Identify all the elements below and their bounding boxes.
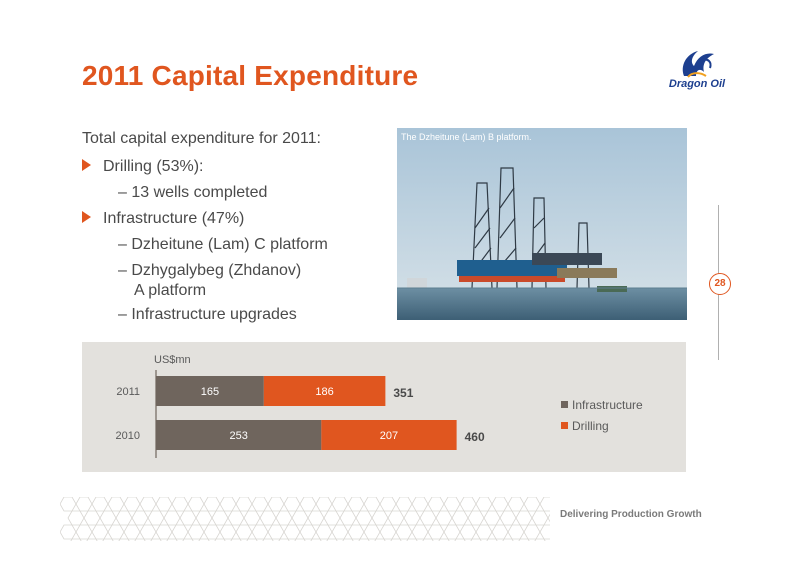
intro-text: Total capital expenditure for 2011: bbox=[82, 130, 321, 147]
bar-value-label: 207 bbox=[380, 430, 398, 442]
sub-bullet: – Dzheitune (Lam) C platform bbox=[118, 236, 328, 253]
bullet-drilling: Drilling (53%): bbox=[82, 158, 203, 176]
sub-bullet-continuation: A platform bbox=[134, 282, 207, 299]
logo-text: Dragon Oil bbox=[668, 78, 726, 90]
footer-tagline: Delivering Production Growth bbox=[560, 509, 702, 520]
sub-bullet: – Infrastructure upgrades bbox=[118, 306, 297, 323]
dragon-oil-logo: Dragon Oil bbox=[662, 46, 732, 94]
capex-chart: US$mn 2011 165 186 351 2010 253 207 460 Infrastru… bbox=[116, 354, 643, 458]
bar-value-label: 165 bbox=[201, 386, 219, 398]
bar-value-label: 186 bbox=[315, 386, 333, 398]
bar-drilling-2010 bbox=[321, 420, 457, 450]
bar-infrastructure-2010 bbox=[156, 420, 322, 450]
photo-caption: The Dzheitune (Lam) B platform. bbox=[401, 132, 532, 142]
bar-total-label: 460 bbox=[465, 430, 485, 444]
category-label: 2011 bbox=[116, 386, 140, 398]
sub-bullet: – 13 wells completed bbox=[118, 184, 268, 201]
chart-panel: US$mn 2011 165 186 351 2010 253 207 460 Infrastru… bbox=[82, 342, 686, 472]
page-number-badge: 28 bbox=[709, 273, 731, 295]
category-label: 2010 bbox=[116, 430, 140, 442]
bar-total-label: 351 bbox=[393, 386, 413, 400]
sub-bullet: – Dzhygalybeg (Zhdanov) bbox=[118, 262, 302, 279]
pattern-lattice bbox=[60, 497, 550, 541]
bar-value-label: 253 bbox=[229, 430, 247, 442]
bullet-arrow-icon bbox=[82, 210, 91, 223]
slide-title: 2011 Capital Expenditure bbox=[82, 60, 419, 91]
legend-label: Infrastructure bbox=[572, 398, 643, 412]
bar-drilling-2011 bbox=[263, 376, 386, 406]
decorative-pattern bbox=[60, 497, 550, 541]
bullet-infrastructure: Infrastructure (47%) bbox=[82, 210, 244, 228]
bullet-label: Infrastructure (47%) bbox=[103, 210, 245, 227]
unit-label: US$mn bbox=[154, 354, 191, 366]
bullet-label: Drilling (53%): bbox=[103, 158, 204, 175]
legend-swatch bbox=[561, 401, 568, 408]
bar-infrastructure-2011 bbox=[156, 376, 264, 406]
legend-swatch bbox=[561, 422, 568, 429]
dragon-icon bbox=[682, 51, 714, 78]
legend-label: Drilling bbox=[572, 419, 609, 433]
platform-photo: The Dzheitune (Lam) B platform. bbox=[397, 128, 687, 320]
bullet-arrow-icon bbox=[82, 158, 91, 171]
